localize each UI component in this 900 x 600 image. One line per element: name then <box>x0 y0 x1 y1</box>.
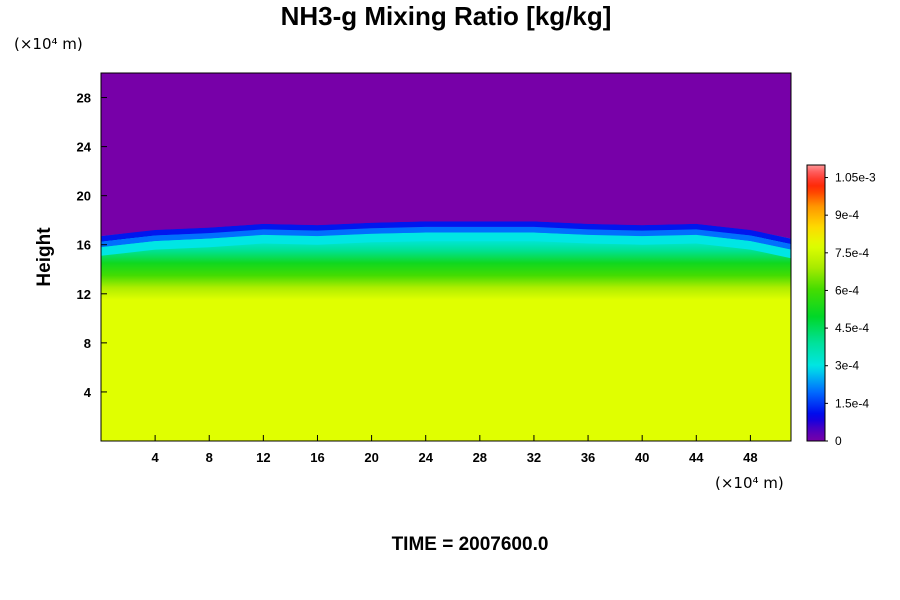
y-tick-label: 12 <box>77 287 91 302</box>
y-tick-label: 24 <box>77 140 92 155</box>
y-axis-ticks: 4 8 12 16 20 24 28 <box>77 91 107 400</box>
colorbar-fill <box>807 165 825 441</box>
boundary-layer-blue <box>101 226 791 250</box>
y-tick-label: 28 <box>77 91 91 106</box>
x-axis-ticks: 4 8 12 16 20 24 28 32 36 40 44 48 <box>152 435 758 465</box>
x-tick-label: 28 <box>473 450 487 465</box>
boundary-layer-cyan <box>101 232 791 259</box>
y-tick-label: 4 <box>84 385 92 400</box>
x-tick-label: 48 <box>743 450 757 465</box>
y-axis-label: Height <box>34 227 55 287</box>
colorbar-tick-label: 0 <box>835 434 842 448</box>
y-tick-label: 8 <box>84 336 91 351</box>
x-tick-label: 40 <box>635 450 649 465</box>
colorbar-tick-label: 4.5e-4 <box>835 321 869 335</box>
plot-frame <box>100 72 792 442</box>
colorbar-tick-label: 1.5e-4 <box>835 396 869 410</box>
x-tick-label: 12 <box>256 450 270 465</box>
y-tick-label: 20 <box>77 189 91 204</box>
x-tick-label: 16 <box>310 450 324 465</box>
time-label: TIME = 2007600.0 <box>392 534 549 555</box>
chart-title: NH3-g Mixing Ratio [kg/kg] <box>281 1 612 31</box>
x-unit-label: (×10⁴ m) <box>715 474 784 492</box>
y-unit-label: (×10⁴ m) <box>14 35 83 53</box>
x-tick-label: 20 <box>364 450 378 465</box>
colorbar-tick-label: 3e-4 <box>835 359 859 373</box>
upper-region <box>101 73 791 239</box>
field-boundary-layers <box>101 73 791 259</box>
colorbar-tick-label: 9e-4 <box>835 208 859 222</box>
colorbar-ticks: 0 1.5e-4 3e-4 4.5e-4 6e-4 7.5e-4 9e-4 1.05e-3 <box>825 171 876 448</box>
colorbar: 0 1.5e-4 3e-4 4.5e-4 6e-4 7.5e-4 9e-4 1.05e-3 <box>806 164 876 448</box>
x-tick-label: 4 <box>152 450 160 465</box>
x-tick-label: 32 <box>527 450 541 465</box>
colorbar-tick-label: 1.05e-3 <box>835 171 876 185</box>
x-tick-label: 8 <box>206 450 213 465</box>
y-tick-label: 16 <box>77 238 91 253</box>
x-tick-label: 24 <box>418 450 433 465</box>
colorbar-frame <box>806 164 826 442</box>
colorbar-tick-label: 7.5e-4 <box>835 246 869 260</box>
boundary-layer-dark-blue <box>101 221 791 245</box>
x-tick-label: 44 <box>689 450 704 465</box>
x-tick-label: 36 <box>581 450 595 465</box>
colorbar-tick-label: 6e-4 <box>835 283 859 297</box>
